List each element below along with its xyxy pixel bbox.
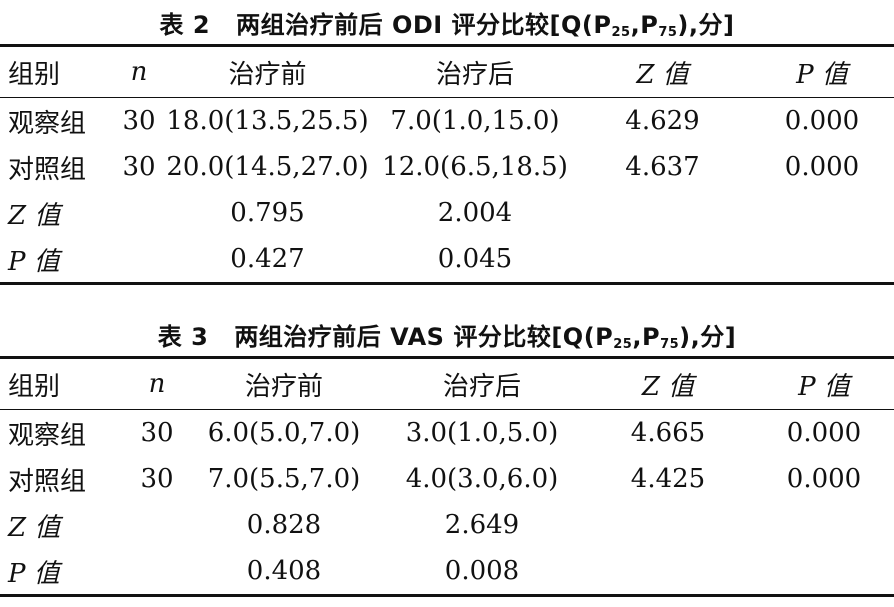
header-after: 治疗后 (442, 371, 521, 402)
header-row: 组别 n 治疗前 治疗后 Z 值 P 值 (0, 47, 894, 97)
header-rule (0, 97, 894, 98)
vas-table: 表 3 两组治疗前后 VAS 评分比较[Q(P25,P75),分] 组别 n 治… (0, 312, 894, 597)
row-after: 4.0(3.0,6.0) (405, 464, 559, 494)
table-row: 对照组 30 20.0(14.5,27.0) 12.0(6.5,18.5) 4.… (0, 144, 894, 190)
row-p: 0.000 (786, 418, 862, 448)
row-before: 18.0(13.5,25.5) (166, 106, 369, 136)
row-n: 30 (122, 106, 156, 136)
table-row: 观察组 30 18.0(13.5,25.5) 7.0(1.0,15.0) 4.6… (0, 98, 894, 144)
table-number: 表 3 (157, 322, 209, 351)
row-after: 2.649 (444, 510, 520, 540)
header-n: n (130, 57, 148, 87)
row-n: 30 (140, 418, 174, 448)
header-after: 治疗后 (435, 59, 514, 90)
row-p: 0.000 (784, 106, 860, 136)
table-row: 对照组 30 7.0(5.5,7.0) 4.0(3.0,6.0) 4.425 0… (0, 456, 894, 502)
header-group: 组别 (8, 371, 61, 402)
row-before: 0.427 (230, 244, 305, 274)
table-caption: 表 2 两组治疗前后 ODI 评分比较[Q(P25,P75),分] (0, 0, 894, 44)
table-row: P 值 0.427 0.045 (0, 236, 894, 282)
bottom-rule (0, 282, 894, 285)
row-before: 0.828 (246, 510, 322, 540)
row-z: 4.425 (630, 464, 706, 494)
row-group: P 值 (8, 558, 60, 589)
row-group: 对照组 (8, 466, 87, 497)
row-p: 0.000 (784, 152, 860, 182)
header-z: Z 值 (641, 371, 695, 402)
row-after: 2.004 (437, 198, 513, 228)
header-before: 治疗前 (228, 59, 307, 90)
row-after: 0.045 (437, 244, 513, 274)
row-group: 观察组 (8, 108, 87, 139)
bottom-rule (0, 594, 894, 597)
caption-text: 两组治疗前后 VAS 评分比较[Q(P25,P75),分] (234, 322, 737, 352)
table-row: 观察组 30 6.0(5.0,7.0) 3.0(1.0,5.0) 4.665 0… (0, 410, 894, 456)
odi-table: 表 2 两组治疗前后 ODI 评分比较[Q(P25,P75),分] 组别 n 治… (0, 0, 894, 285)
row-p: 0.000 (786, 464, 862, 494)
header-p: P 值 (796, 59, 848, 90)
row-n: 30 (140, 464, 174, 494)
table-caption: 表 3 两组治疗前后 VAS 评分比较[Q(P25,P75),分] (0, 312, 894, 356)
row-after: 12.0(6.5,18.5) (382, 152, 568, 182)
row-n: 30 (122, 152, 156, 182)
row-group: Z 值 (8, 512, 61, 543)
row-after: 3.0(1.0,5.0) (405, 418, 559, 448)
table-row: Z 值 0.828 2.649 (0, 502, 894, 548)
header-row: 组别 n 治疗前 治疗后 Z 值 P 值 (0, 359, 894, 409)
row-z: 4.629 (625, 106, 700, 136)
row-after: 0.008 (444, 556, 520, 586)
row-before: 7.0(5.5,7.0) (207, 464, 361, 494)
table-row: Z 值 0.795 2.004 (0, 190, 894, 236)
header-p: P 值 (798, 371, 850, 402)
row-z: 4.637 (625, 152, 700, 182)
row-z: 4.665 (630, 418, 706, 448)
row-before: 20.0(14.5,27.0) (166, 152, 369, 182)
row-group: 对照组 (8, 154, 87, 185)
top-rule (0, 44, 894, 47)
caption-text: 两组治疗前后 ODI 评分比较[Q(P25,P75),分] (236, 10, 735, 40)
table-number: 表 2 (159, 10, 211, 39)
header-rule (0, 409, 894, 410)
top-rule (0, 356, 894, 359)
row-group: Z 值 (8, 200, 61, 231)
row-after: 7.0(1.0,15.0) (390, 106, 560, 136)
row-group: 观察组 (8, 420, 87, 451)
header-n: n (148, 369, 166, 399)
row-before: 6.0(5.0,7.0) (207, 418, 361, 448)
row-before: 0.795 (230, 198, 305, 228)
header-group: 组别 (8, 59, 61, 90)
header-before: 治疗前 (244, 371, 323, 402)
header-z: Z 值 (636, 59, 689, 90)
table-row: P 值 0.408 0.008 (0, 548, 894, 594)
row-group: P 值 (8, 246, 60, 277)
row-before: 0.408 (246, 556, 322, 586)
